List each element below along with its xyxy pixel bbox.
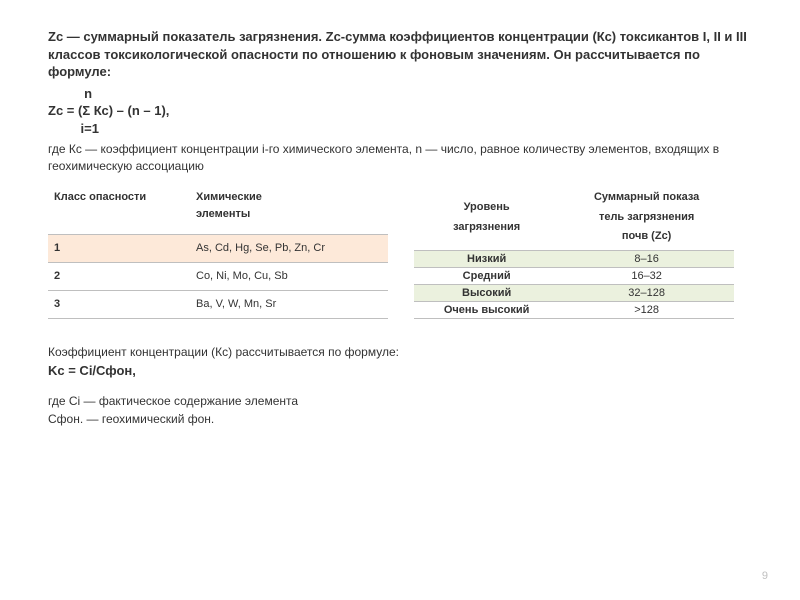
t2-range-cell: 16–32 — [559, 268, 734, 285]
t1-header-elements: Химические элементы — [190, 185, 388, 235]
t2-range-cell: 32–128 — [559, 285, 734, 302]
formula-explanation: где Кс — коэффициент концентрации i-го х… — [48, 141, 752, 175]
page-number: 9 — [762, 570, 768, 582]
pollution-level-table: Уровень загрязнения Суммарный показа тел… — [414, 185, 734, 319]
table-row: Очень высокий >128 — [414, 302, 734, 319]
t1-header-class: Класс опасности — [48, 185, 190, 235]
t1-elements-cell: As, Cd, Hg, Se, Pb, Zn, Cr — [190, 235, 388, 263]
formula-line-3: i=1 — [48, 120, 752, 138]
t2-level-cell: Высокий — [414, 285, 559, 302]
t1-class-cell: 3 — [48, 291, 190, 319]
t1-elements-cell: Ba, V, W, Mn, Sr — [190, 291, 388, 319]
intro-paragraph: Zc — суммарный показатель загрязнения. Z… — [48, 28, 752, 81]
t1-class-cell: 2 — [48, 263, 190, 291]
t2-range-cell: >128 — [559, 302, 734, 319]
t2-level-cell: Очень высокий — [414, 302, 559, 319]
zc-formula: n Zc = (Σ Кс) – (n – 1), i=1 — [48, 85, 752, 138]
t2-level-cell: Низкий — [414, 251, 559, 268]
formula-line-1: n — [48, 85, 752, 103]
kc-intro: Коэффициент концентрации (Кс) рассчитыва… — [48, 345, 752, 359]
t2-level-cell: Средний — [414, 268, 559, 285]
table-row: 3 Ba, V, W, Mn, Sr — [48, 291, 388, 319]
t2-range-cell: 8–16 — [559, 251, 734, 268]
t1-elements-cell: Co, Ni, Mo, Cu, Sb — [190, 263, 388, 291]
kc-formula: Kc = Ci/Сфон, — [48, 363, 752, 378]
table-row: Высокий 32–128 — [414, 285, 734, 302]
t1-class-cell: 1 — [48, 235, 190, 263]
kc-where: где Ci — фактическое содержание элемента… — [48, 392, 752, 428]
t2-header-level: Уровень загрязнения — [414, 185, 559, 251]
hazard-class-table: Класс опасности Химические элементы 1 As… — [48, 185, 388, 319]
formula-line-2: Zc = (Σ Кс) – (n – 1), — [48, 102, 752, 120]
table-row: Низкий 8–16 — [414, 251, 734, 268]
t2-header-zc: Суммарный показа тель загрязнения почв (… — [559, 185, 734, 251]
table-row: 1 As, Cd, Hg, Se, Pb, Zn, Cr — [48, 235, 388, 263]
table-row: Средний 16–32 — [414, 268, 734, 285]
table-row: 2 Co, Ni, Mo, Cu, Sb — [48, 263, 388, 291]
